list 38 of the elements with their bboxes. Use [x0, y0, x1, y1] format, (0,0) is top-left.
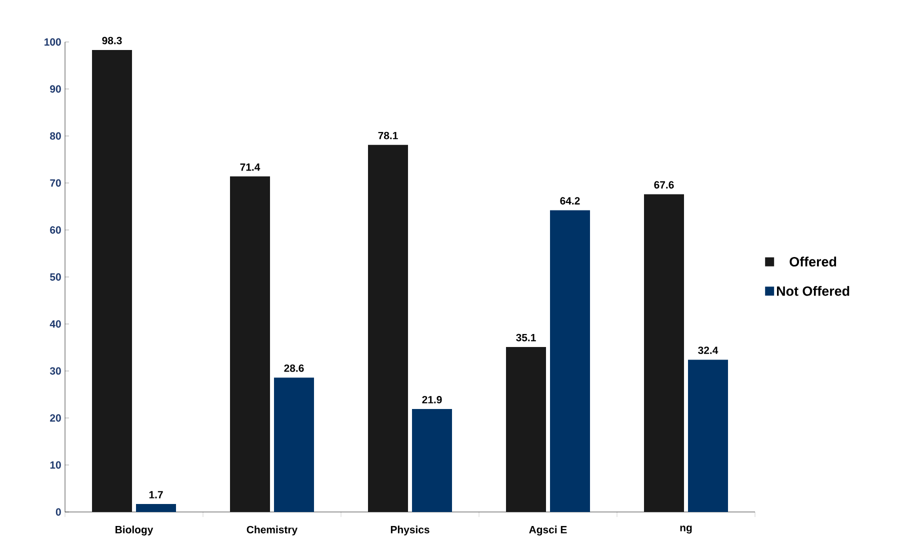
y-tick-label: 50 — [50, 273, 61, 281]
data-label: 21.9 — [422, 396, 442, 404]
bar — [136, 504, 176, 512]
y-tick-label: 80 — [50, 132, 61, 140]
y-tick-label: 30 — [50, 367, 61, 375]
data-label: 67.6 — [654, 181, 674, 189]
bar — [92, 50, 132, 512]
y-tick-label: 10 — [50, 461, 61, 469]
y-tick-label: 20 — [50, 414, 61, 422]
data-label: 32.4 — [698, 346, 718, 354]
data-label: 28.6 — [284, 364, 304, 372]
bar — [644, 194, 684, 512]
x-tick-label: Agsci E — [529, 526, 567, 536]
legend-label: Not Offered — [776, 286, 850, 296]
legend-label: Offered — [790, 256, 836, 267]
bar — [550, 210, 590, 512]
y-tick-label: 100 — [44, 38, 61, 46]
bar — [412, 409, 452, 512]
bar — [230, 176, 270, 512]
x-tick-label: ng — [680, 526, 692, 534]
bar — [368, 144, 408, 512]
data-label: 1.7 — [149, 491, 163, 498]
data-label: 98.3 — [102, 36, 122, 44]
data-label: 35.1 — [516, 334, 536, 342]
data-label: 71.4 — [240, 164, 260, 171]
y-tick-label: 70 — [50, 179, 61, 187]
y-tick-label: 40 — [50, 320, 61, 328]
data-label: 64.2 — [560, 197, 580, 205]
bar — [688, 360, 728, 512]
x-tick-label: Physics — [390, 526, 430, 536]
y-tick-label: 60 — [50, 226, 61, 234]
data-label: 78.1 — [378, 132, 398, 140]
bar — [274, 378, 314, 512]
x-tick-label: Biology — [116, 526, 154, 536]
y-tick-label: 0 — [56, 508, 61, 516]
y-tick-label: 90 — [50, 85, 61, 93]
bar — [506, 347, 546, 512]
x-tick-label: Chemistry — [246, 526, 298, 536]
